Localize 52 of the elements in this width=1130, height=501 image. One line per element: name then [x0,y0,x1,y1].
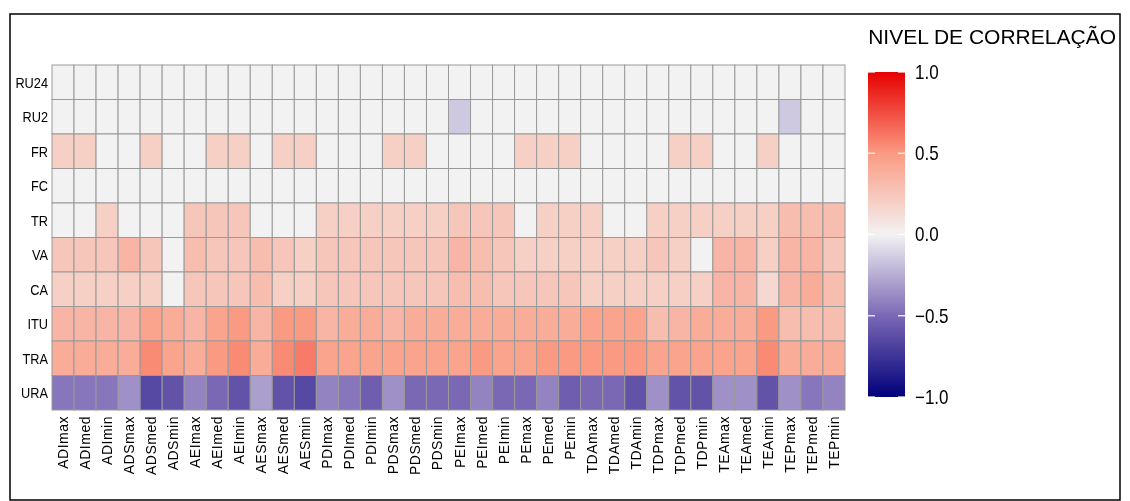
x-tick-label: AEImax [187,416,204,469]
x-tick-label: PDSmax [385,416,402,475]
x-tick-label: ADImin [99,416,116,465]
x-tick-label: AESmed [275,416,292,475]
x-tick-label: ADSmed [143,416,160,476]
x-tick-label: PDImin [363,416,380,465]
x-tick-label: TDPmin [693,416,710,470]
y-tick-label: TR [31,211,48,229]
color-bar-label: 0.5 [915,141,939,165]
x-tick-label: TEAmed [737,416,754,474]
x-tick-label: TDAmin [627,416,644,470]
x-tick-label: ADSmin [165,416,182,471]
y-tick-label: VA [31,246,49,264]
x-tick-label: PDSmed [407,416,424,476]
y-tick-label: CA [30,280,49,298]
y-tick-label: FC [31,177,48,195]
x-tick-label: PEmin [561,416,578,460]
x-tick-label: TEPmax [781,416,798,473]
x-tick-label: ADSmax [121,416,138,475]
color-bar-label: −1.0 [915,385,949,409]
y-tick-label: RU2 [22,108,49,126]
x-tick-label: AEImin [231,416,248,465]
x-tick-label: TDPmax [649,416,666,474]
x-tick-label: PEImax [451,416,468,469]
color-bar-label: 0.0 [915,223,939,246]
x-tick-label: PEmax [517,416,534,464]
x-tick-label: TEAmax [715,416,732,473]
x-tick-label: TDAmed [605,416,622,475]
x-tick-label: TDAmax [583,416,600,474]
x-tick-label: AEImed [209,416,226,469]
x-tick-label: AESmax [253,416,270,474]
y-tick-label: RU24 [15,73,49,91]
color-bar-label: −0.5 [915,304,949,328]
y-tick-label: TRA [22,349,49,367]
y-tick-label: URA [21,384,49,402]
x-tick-label: PDSmin [429,416,446,471]
color-bar-label: 1.0 [915,60,939,84]
x-tick-label: PEmed [539,416,556,465]
x-tick-label: TEPmin [825,416,842,469]
x-tick-label: TEPmed [803,416,820,474]
y-tick-label: ITU [27,315,48,333]
x-tick-label: TEAmin [759,416,776,469]
x-tick-label: PDImed [341,416,358,470]
color-bar-title: NIVEL DE CORRELAÇÃO [868,25,1116,48]
y-tick-label: FR [31,142,48,160]
x-tick-label: AESmin [297,416,314,470]
x-tick-label: ADImax [55,416,72,469]
x-tick-label: PEImed [473,416,490,469]
x-tick-label: ADImed [77,416,94,470]
x-tick-label: PDImax [319,416,336,469]
x-tick-label: PEImin [495,416,512,465]
x-tick-label: TDPmed [671,416,688,475]
